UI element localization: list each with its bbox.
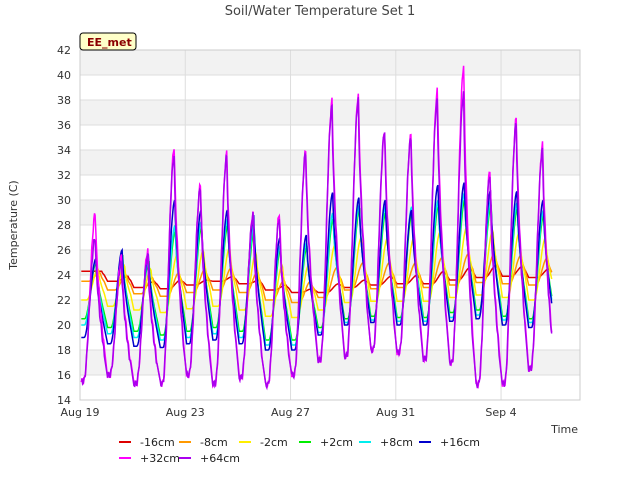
y-tick-label: 40 (57, 69, 71, 82)
y-tick-label: 42 (57, 44, 71, 57)
legend-label: +64cm (200, 452, 240, 465)
legend-label: -2cm (260, 436, 288, 449)
y-tick-label: 14 (57, 394, 71, 407)
series-line-plus16cm (81, 182, 553, 351)
x-tick-label: Aug 23 (166, 406, 205, 419)
chart-title: Soil/Water Temperature Set 1 (225, 4, 416, 19)
y-tick-label: 22 (57, 294, 71, 307)
legend-label: +16cm (440, 436, 480, 449)
y-tick-labels: 14 16 18 20 22 24 26 28 30 32 34 36 38 40 42 (57, 44, 71, 407)
legend: -16cm -8cm -2cm +2cm +8cm +16cm +32cm +64cm (119, 436, 480, 465)
series-line-plus64cm (81, 91, 553, 391)
y-tick-label: 18 (57, 344, 71, 357)
site-badge-box (79, 32, 137, 51)
y-axis-label: Temperature (C) (7, 180, 20, 270)
x-tick-label: Aug 19 (61, 406, 100, 419)
x-tick-label: Aug 31 (376, 406, 415, 419)
plot-band (80, 50, 580, 75)
site-badge: EE_met (79, 32, 137, 51)
legend-label: +2cm (320, 436, 353, 449)
legend-label: -8cm (200, 436, 228, 449)
plot-frame (79, 49, 581, 401)
x-axis-label: Time (550, 423, 578, 436)
y-tick-label: 30 (57, 194, 71, 207)
y-tick-label: 20 (57, 319, 71, 332)
site-badge-label: EE_met (87, 36, 132, 49)
series-line-minus2cm (81, 225, 553, 319)
y-tick-label: 28 (57, 219, 71, 232)
legend-label: +8cm (380, 436, 413, 449)
plot-band (80, 350, 580, 375)
y-tick-label: 16 (57, 369, 71, 382)
x-tick-label: Sep 4 (485, 406, 516, 419)
y-tick-label: 36 (57, 119, 71, 132)
y-tick-label: 38 (57, 94, 71, 107)
y-tick-label: 26 (57, 244, 71, 257)
x-tick-labels: Aug 19 Aug 23 Aug 27 Aug 31 Sep 4 (61, 406, 517, 419)
legend-label: +32cm (140, 452, 180, 465)
plot-band (80, 150, 580, 175)
series-line-minus8cm (81, 251, 553, 304)
x-tick-label: Aug 27 (271, 406, 310, 419)
series-lines (80, 65, 553, 391)
y-tick-label: 34 (57, 144, 71, 157)
y-tick-label: 32 (57, 169, 71, 182)
legend-label: -16cm (140, 436, 175, 449)
y-tick-label: 24 (57, 269, 71, 282)
